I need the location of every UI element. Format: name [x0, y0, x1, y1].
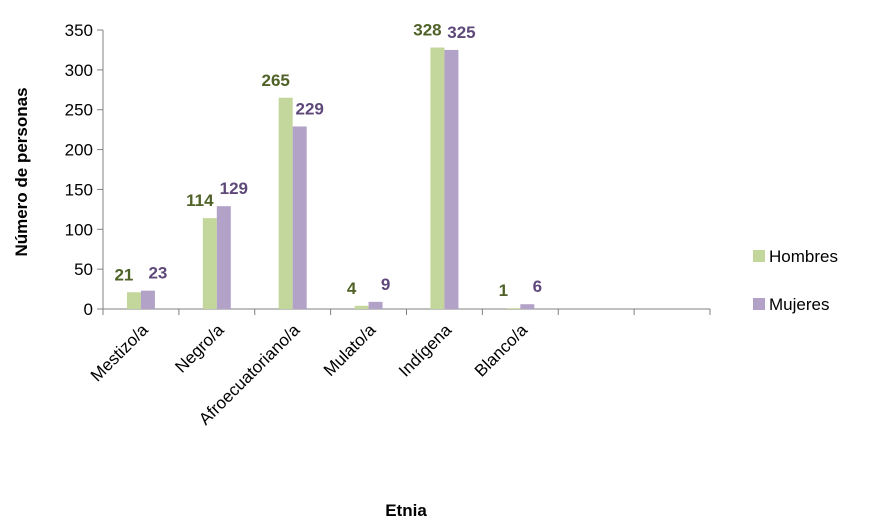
bar: [506, 308, 521, 309]
legend: Hombres Mujeres: [753, 247, 838, 314]
legend-label: Mujeres: [769, 295, 829, 314]
legend-swatch: [753, 250, 765, 262]
y-tick-label: 300: [65, 61, 93, 80]
data-label: 9: [381, 275, 390, 294]
bar: [430, 47, 445, 310]
y-axis-title: Número de personas: [12, 87, 31, 256]
y-tick-label: 350: [65, 21, 93, 40]
y-tick-label: 0: [84, 300, 93, 319]
legend-label: Hombres: [769, 247, 838, 266]
data-label: 21: [114, 265, 133, 284]
legend-swatch: [753, 298, 765, 310]
category-label: Blanco/a: [471, 320, 532, 381]
category-label: Mestizo/a: [87, 320, 152, 385]
bar: [202, 218, 217, 309]
bar: [354, 305, 369, 309]
data-label: 23: [148, 264, 167, 283]
data-label: 114: [186, 191, 214, 210]
bar: [520, 304, 535, 309]
data-label: 4: [347, 279, 357, 298]
data-label: 229: [296, 99, 324, 118]
data-label: 6: [533, 277, 542, 296]
x-axis-title: Etnia: [385, 501, 427, 520]
y-tick-label: 200: [65, 141, 93, 160]
category-label: Indígena: [395, 320, 456, 381]
category-label: Mulato/a: [320, 320, 380, 380]
bar: [278, 97, 293, 309]
y-tick-label: 100: [65, 220, 93, 239]
bar: [444, 49, 459, 310]
y-tick-label: 50: [74, 260, 93, 279]
bar: [216, 206, 231, 309]
data-label: 325: [447, 23, 475, 42]
bars: [126, 47, 535, 310]
data-label: 328: [413, 21, 441, 40]
bar: [292, 126, 307, 309]
bar: [126, 292, 141, 309]
category-label: Negro/a: [171, 320, 228, 377]
data-labels: 21 23 114 129 265 229 4 9 328 325 1 6: [114, 21, 542, 301]
bar: [140, 290, 155, 309]
y-axis: 0 50 100 150 200 250 300 350: [65, 21, 104, 319]
x-axis: [102, 308, 711, 315]
y-tick-label: 250: [65, 101, 93, 120]
data-label: 265: [262, 71, 290, 90]
data-label: 1: [499, 281, 508, 300]
bar: [368, 301, 383, 309]
data-label: 129: [220, 179, 248, 198]
y-tick-label: 150: [65, 180, 93, 199]
